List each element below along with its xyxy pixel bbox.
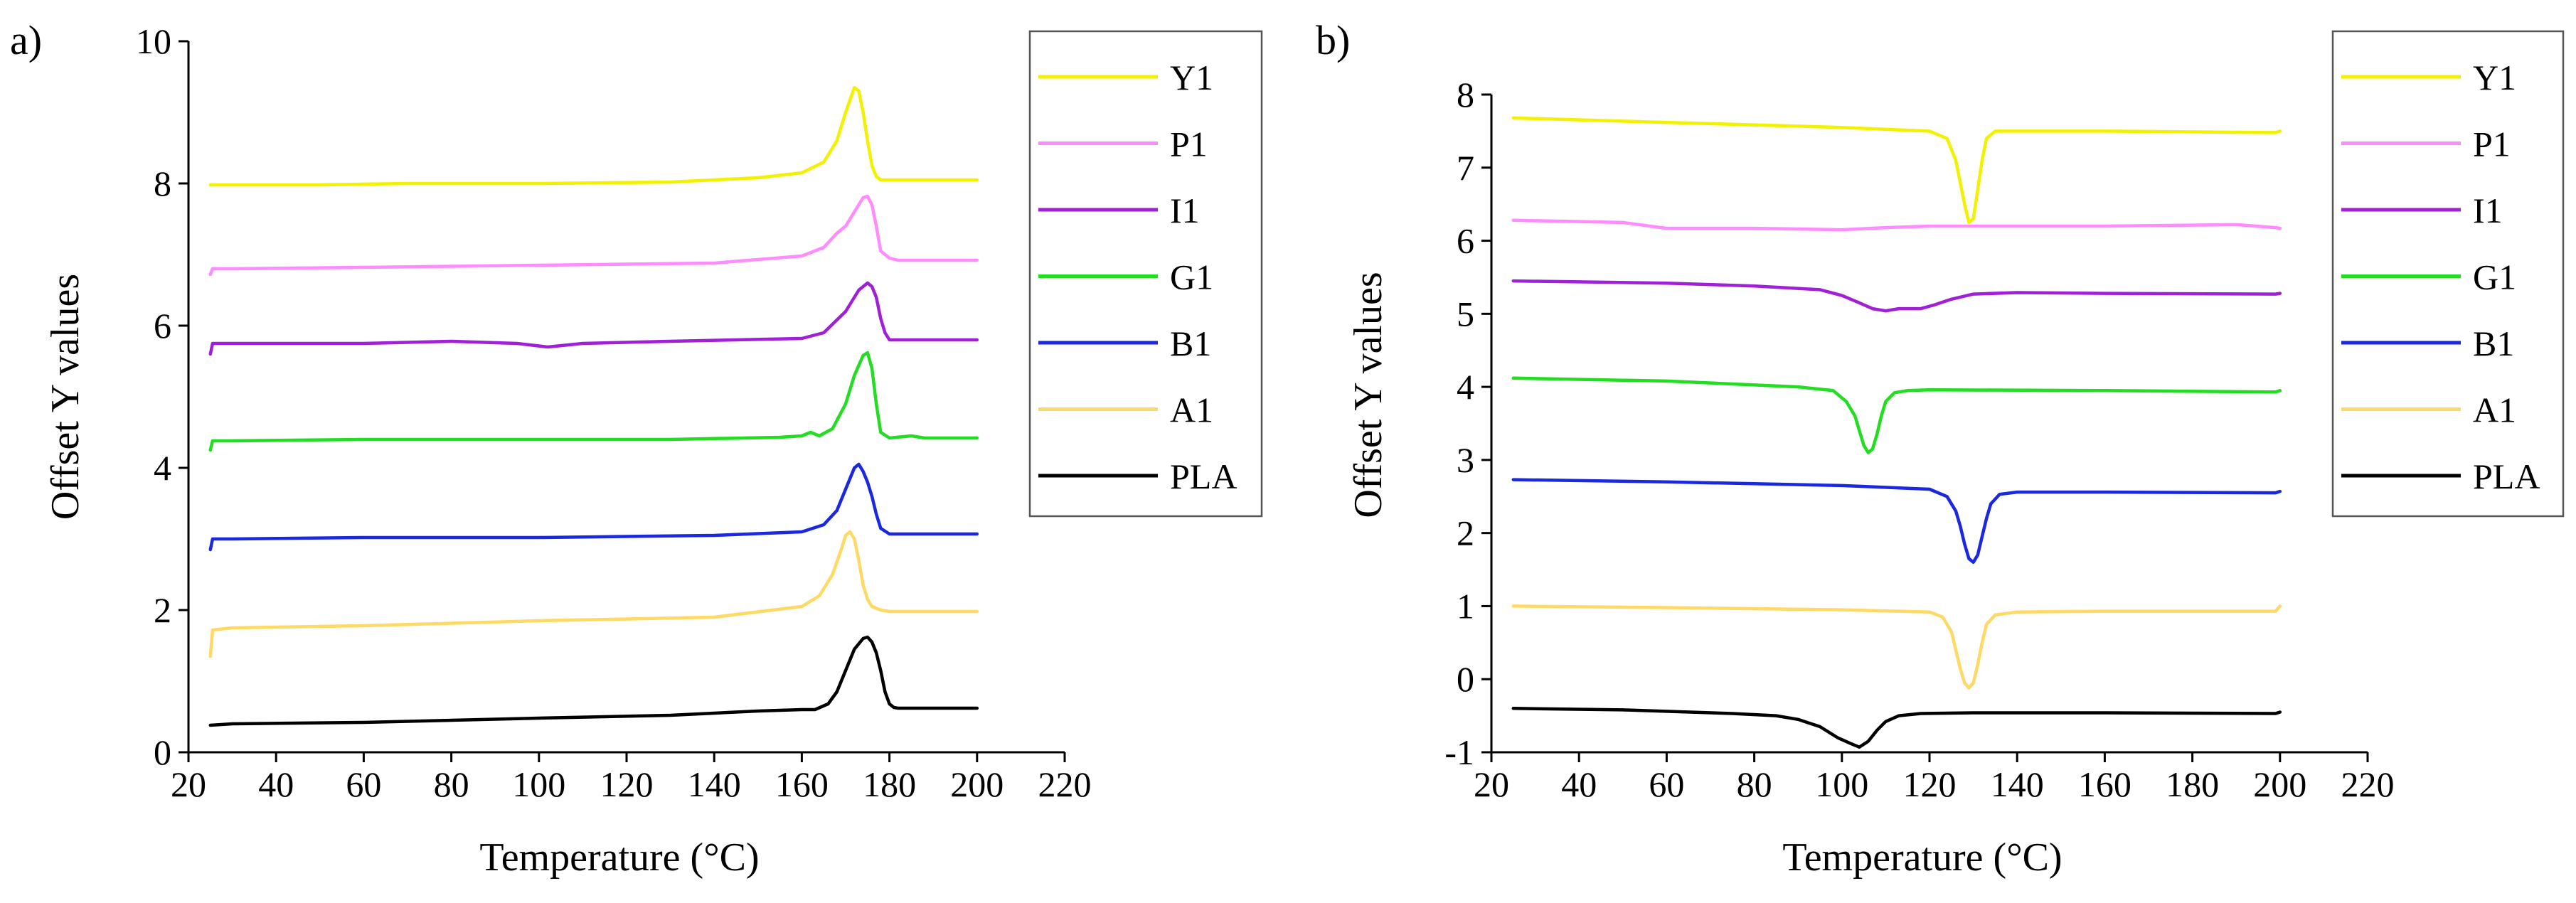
legend-label-g1: G1: [2473, 257, 2516, 297]
x-tick-label: 80: [1737, 764, 1772, 804]
legend-label-p1: P1: [2473, 124, 2511, 164]
x-tick-label: 140: [688, 764, 741, 804]
series-line-p1: [208, 194, 979, 277]
x-tick-label: 100: [512, 764, 565, 804]
y-tick-label: 2: [1457, 513, 1474, 553]
legend-box: [2331, 30, 2565, 518]
legend-label-y1: Y1: [1170, 58, 1213, 97]
y-tick-label: 3: [1457, 440, 1474, 480]
y-axis-title: Offset Y values: [1346, 272, 1390, 518]
series-line-i1: [1511, 279, 2282, 313]
y-tick-label: 8: [1457, 75, 1474, 114]
y-tick-label: 4: [1457, 367, 1474, 407]
y-axis-title: Offset Y values: [43, 274, 87, 520]
series-line-p1: [1511, 218, 2282, 232]
series-line-pla: [1511, 707, 2282, 749]
legend-label-b1: B1: [2473, 324, 2514, 363]
x-tick-label: 160: [775, 764, 829, 804]
x-tick-label: 100: [1815, 764, 1868, 804]
x-tick-label: 220: [2341, 764, 2395, 804]
y-tick-label: 7: [1457, 148, 1474, 188]
y-tick-label: 6: [154, 306, 171, 346]
x-tick-label: 60: [1649, 764, 1684, 804]
x-tick-label: 60: [346, 764, 381, 804]
x-tick-label: 20: [171, 764, 206, 804]
legend-label-p1: P1: [1170, 124, 1208, 164]
series-line-a1: [1511, 604, 2282, 690]
x-tick-label: 20: [1474, 764, 1509, 804]
legend-label-pla: PLA: [2473, 456, 2540, 496]
series-line-y1: [1511, 116, 2282, 225]
y-tick-label: 8: [154, 164, 171, 203]
legend-label-i1: I1: [1170, 191, 1200, 230]
series-line-g1: [1511, 376, 2282, 454]
x-tick-label: 180: [2166, 764, 2219, 804]
legend-label-a1: A1: [2473, 390, 2516, 430]
x-tick-label: 160: [2078, 764, 2131, 804]
series-line-g1: [208, 351, 979, 452]
series-line-b1: [1511, 478, 2282, 565]
x-tick-label: 80: [434, 764, 469, 804]
legend-label-a1: A1: [1170, 390, 1213, 430]
legend-label-i1: I1: [2473, 191, 2503, 230]
x-tick-label: 140: [1991, 764, 2044, 804]
x-tick-label: 200: [2253, 764, 2306, 804]
series-line-i1: [208, 281, 979, 356]
y-tick-label: 2: [154, 590, 171, 630]
panel-a: a) 20 40 60 80 100 120 140 160 180 200 220 0 2 4 6 8 10 T…: [10, 17, 1263, 880]
x-tick-label: 40: [1561, 764, 1597, 804]
x-axis-title: Temperature (°C): [1782, 835, 2062, 880]
x-tick-label: 180: [863, 764, 916, 804]
legend-label-b1: B1: [1170, 324, 1211, 363]
panel-b: b) 20 40 60 80 100 120 140 160 180 200 220 -1 0 1 2 3 4 5…: [1316, 17, 2565, 880]
series-line-pla: [208, 635, 979, 727]
x-tick-label: 200: [950, 764, 1004, 804]
legend-box: [1028, 30, 1263, 518]
x-axis-title: Temperature (°C): [479, 835, 759, 880]
y-tick-label: 6: [1457, 221, 1474, 261]
y-tick-label: 0: [154, 732, 171, 772]
legend-label-y1: Y1: [2473, 58, 2516, 97]
panel-label-a: a): [10, 17, 42, 63]
legend-label-g1: G1: [1170, 257, 1213, 297]
y-tick-label: 10: [136, 21, 171, 61]
x-tick-label: 40: [258, 764, 294, 804]
y-tick-label: 5: [1457, 294, 1474, 333]
y-tick-label: 1: [1457, 586, 1474, 626]
y-tick-label: 4: [154, 448, 171, 488]
panel-label-b: b): [1316, 17, 1350, 63]
x-tick-label: 120: [600, 764, 654, 804]
series-line-b1: [208, 462, 979, 552]
y-tick-label: -1: [1444, 732, 1474, 772]
series-line-a1: [208, 530, 979, 658]
x-tick-label: 120: [1903, 764, 1957, 804]
series-line-y1: [208, 85, 979, 187]
x-tick-label: 220: [1038, 764, 1092, 804]
y-tick-label: 0: [1457, 659, 1474, 699]
legend-label-pla: PLA: [1170, 456, 1237, 496]
